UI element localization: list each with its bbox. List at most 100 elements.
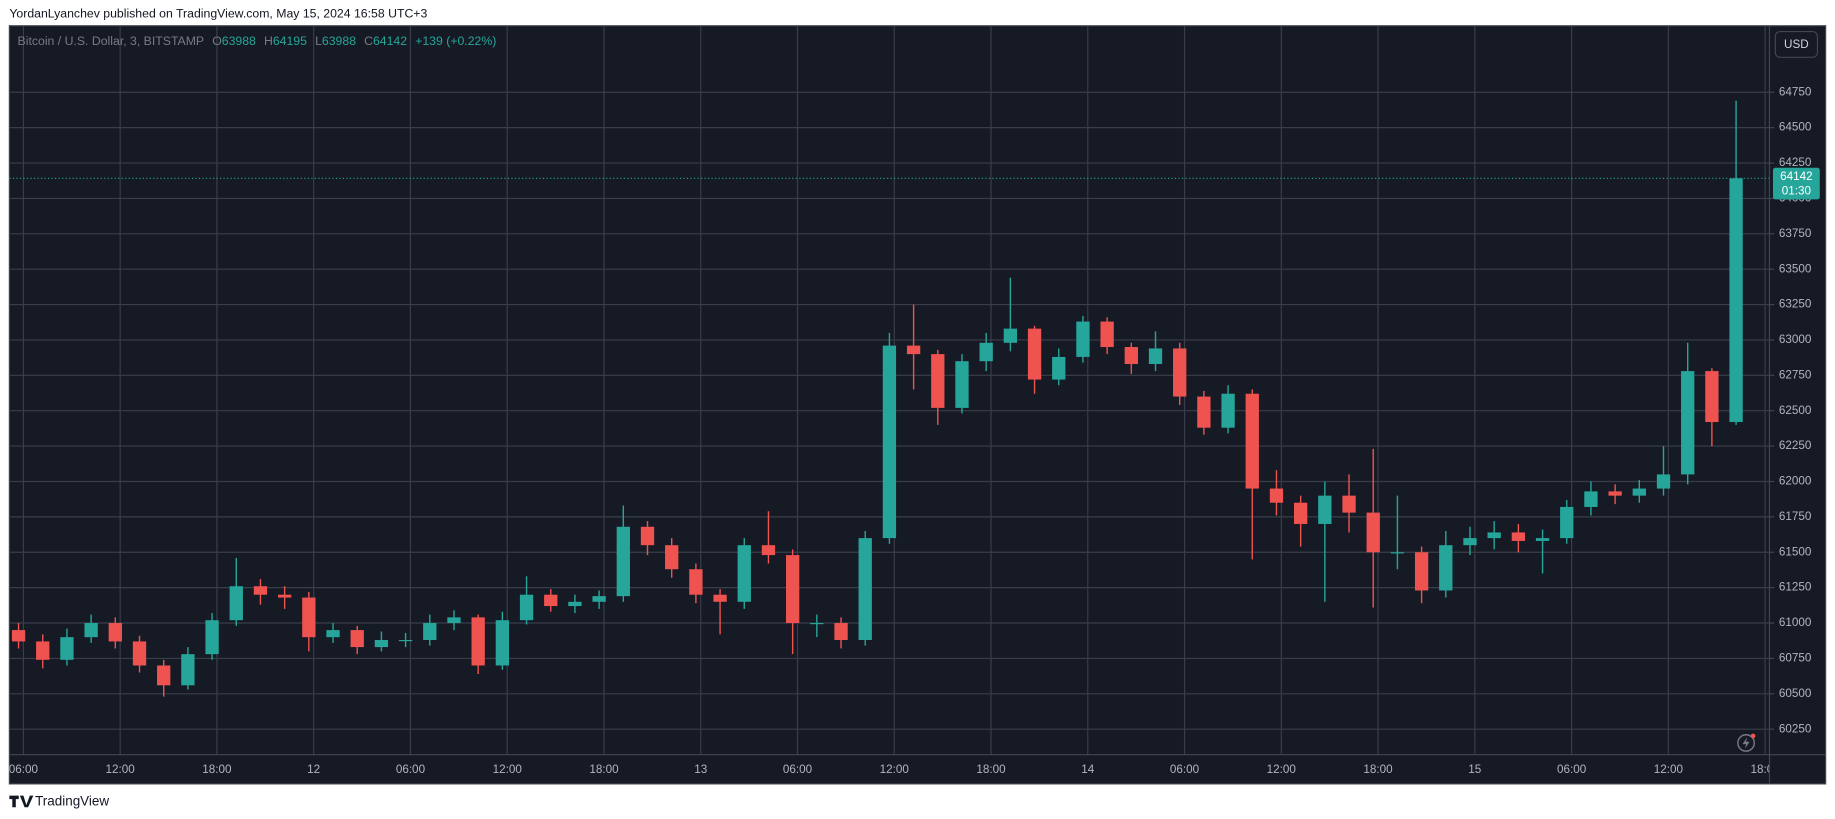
ohlc-value: 64195 xyxy=(273,34,307,48)
candle-body xyxy=(1463,538,1477,546)
x-tick-label: 13 xyxy=(694,763,707,776)
candle-body xyxy=(1366,512,1380,553)
candle-body xyxy=(882,345,897,539)
y-tick-label: 62750 xyxy=(1779,368,1812,381)
y-tick-label: 64750 xyxy=(1779,85,1812,98)
candle-body xyxy=(1100,321,1114,348)
candle-body xyxy=(1656,474,1671,489)
candle-body xyxy=(1729,178,1743,423)
x-tick-label: 06:00 xyxy=(1170,763,1200,776)
candle-body xyxy=(1342,495,1356,513)
x-tick-label: 06:00 xyxy=(396,763,426,776)
candle-body xyxy=(1681,371,1695,475)
candle-body xyxy=(931,354,945,408)
countdown-label: 01:30 xyxy=(1782,184,1812,197)
y-tick-label: 64500 xyxy=(1779,121,1812,134)
candle-body xyxy=(157,665,171,686)
legend: Bitcoin / U.S. Dollar, 3, BITSTAMP O6398… xyxy=(18,34,497,48)
candle-body xyxy=(544,594,558,607)
candle-body xyxy=(132,641,147,666)
candle-body xyxy=(374,640,389,648)
candle-body xyxy=(1584,491,1598,507)
replay-icon[interactable] xyxy=(1737,733,1756,752)
candle-body xyxy=(713,594,727,602)
x-tick-label: 12:00 xyxy=(1267,763,1297,776)
candle-body xyxy=(1414,552,1429,591)
last-price-tag xyxy=(1772,167,1820,200)
candle-body xyxy=(955,361,969,408)
candle-body xyxy=(616,526,630,597)
y-tick-label: 63250 xyxy=(1779,298,1812,311)
ohlc-label: L xyxy=(315,34,322,48)
candle-body xyxy=(1705,371,1719,423)
currency-button-frame[interactable] xyxy=(1774,31,1819,58)
candle-body xyxy=(1487,532,1501,539)
candle-body xyxy=(495,620,510,666)
candle-body xyxy=(1027,328,1042,380)
icon-ring[interactable] xyxy=(1737,734,1755,752)
candle-body xyxy=(1318,495,1332,524)
candle-body xyxy=(1608,491,1622,496)
candle-body xyxy=(398,640,413,642)
y-tick-label: 61000 xyxy=(1779,616,1812,629)
y-tick-label: 61500 xyxy=(1779,545,1812,558)
y-tick-label: 62250 xyxy=(1779,439,1812,452)
candle-body xyxy=(1221,393,1235,428)
candle-body xyxy=(1003,328,1018,343)
y-tick-label: 63750 xyxy=(1779,227,1812,240)
candle-body xyxy=(1535,538,1550,541)
y-tick-label: 62000 xyxy=(1779,475,1812,488)
candle-body xyxy=(1052,356,1066,380)
icon-dot[interactable] xyxy=(1750,733,1756,739)
candle-body xyxy=(181,654,195,686)
ohlc-value: 64142 xyxy=(373,34,407,48)
ohlc-label: C xyxy=(364,34,373,48)
candle-body xyxy=(302,597,316,638)
icon-bolt[interactable] xyxy=(1742,737,1750,749)
candle-body xyxy=(1076,321,1090,357)
x-tick-label: 12:00 xyxy=(106,763,136,776)
candle-body xyxy=(108,623,122,642)
candle-body xyxy=(737,545,751,602)
candle-body xyxy=(471,617,485,666)
last-price-label: 64142 xyxy=(1780,170,1813,183)
candle-body xyxy=(592,596,606,602)
candles xyxy=(9,100,1770,697)
y-tick-label: 61750 xyxy=(1779,510,1812,523)
currency-label[interactable]: USD xyxy=(1784,38,1809,51)
candle-body xyxy=(84,623,98,638)
x-tick-label: 12:00 xyxy=(493,763,523,776)
ohlc-value: 63988 xyxy=(222,34,256,48)
symbol: Bitcoin / U.S. Dollar, 3, BITSTAMP xyxy=(18,34,205,48)
y-tick-label: 63000 xyxy=(1779,333,1812,346)
candle-body xyxy=(1197,396,1211,428)
candle-body xyxy=(519,594,534,621)
brand-name: TradingView xyxy=(35,794,109,809)
ohlc-label: H xyxy=(264,34,273,48)
candle-body xyxy=(326,630,340,638)
x-tick-label: 18:00 xyxy=(1363,763,1393,776)
candle-body xyxy=(785,555,800,624)
candle-body xyxy=(1245,393,1259,489)
candle-body xyxy=(1511,532,1526,541)
change: +139 (+0.22%) xyxy=(415,34,496,48)
x-tick-label: 18:00 xyxy=(976,763,1006,776)
candle-body xyxy=(423,623,437,641)
y-tick-label: 64250 xyxy=(1779,156,1812,169)
candle-body xyxy=(761,545,776,556)
candle-body xyxy=(1173,348,1187,397)
candle-body xyxy=(1560,506,1574,539)
ohlc-value: 63988 xyxy=(322,34,356,48)
x-tick-label: 06:00 xyxy=(783,763,813,776)
y-tick-label: 60750 xyxy=(1779,652,1812,665)
candle-body xyxy=(1293,502,1308,524)
x-tick-label: 18:00 xyxy=(1750,763,1780,776)
y-tick-label: 61250 xyxy=(1779,581,1812,594)
currency-button[interactable]: USD xyxy=(1774,31,1819,58)
candle-body xyxy=(447,617,461,624)
candle-body xyxy=(1632,488,1646,496)
candle-body xyxy=(1390,552,1405,554)
x-tick-label: 06:00 xyxy=(9,763,39,776)
y-tick-label: 60250 xyxy=(1779,722,1812,735)
candle-body xyxy=(1124,347,1138,365)
